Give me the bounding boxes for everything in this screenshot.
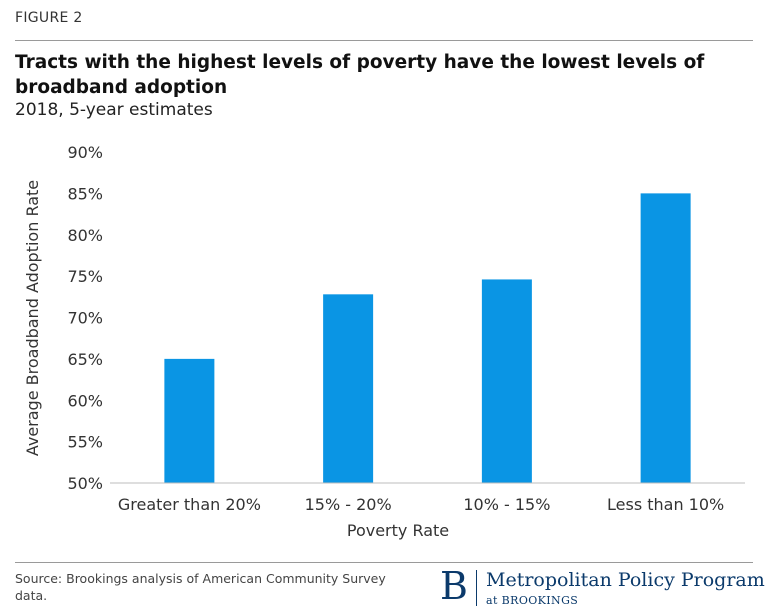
y-tick-label: 85% [67, 184, 103, 203]
y-tick-label: 80% [67, 226, 103, 245]
x-axis: Greater than 20% 15% - 20% 10% - 15% Less t… [110, 482, 745, 514]
x-tick-label: Greater than 20% [118, 495, 261, 514]
logo-mark: B [440, 564, 468, 608]
bars [164, 193, 691, 483]
top-divider [15, 40, 753, 41]
bottom-divider [15, 562, 753, 563]
x-axis-label: Poverty Rate [347, 521, 449, 540]
y-tick-label: 65% [67, 350, 103, 369]
bar [164, 358, 215, 483]
y-axis-label: Average Broadband Adoption Rate [23, 180, 42, 456]
y-tick-label: 70% [67, 309, 103, 328]
bar [640, 193, 691, 483]
logo-program-name: Metropolitan Policy Program [486, 569, 765, 591]
y-tick-label: 75% [67, 267, 103, 286]
x-tick-label: Less than 10% [607, 495, 724, 514]
y-tick-label: 90% [67, 143, 103, 162]
x-tick-label: 15% - 20% [305, 495, 392, 514]
chart-title: Tracts with the highest levels of povert… [15, 52, 705, 98]
figure-label: FIGURE 2 [15, 10, 83, 26]
source-note: Source: Brookings analysis of American C… [15, 571, 386, 603]
bar [481, 279, 532, 483]
bar [323, 294, 374, 483]
logo-separator [476, 570, 477, 606]
bar-chart: 50% 55% 60% 65% 70% 75% 80% 85% 90% Greater than… [23, 143, 745, 540]
y-axis: 50% 55% 60% 65% 70% 75% 80% 85% 90% [67, 143, 103, 493]
y-tick-label: 60% [67, 391, 103, 410]
y-tick-label: 50% [67, 474, 103, 493]
x-tick-label: 10% - 15% [463, 495, 550, 514]
logo-subtitle: at BROOKINGS [486, 594, 579, 607]
chart-subtitle: 2018, 5-year estimates [15, 100, 213, 120]
y-tick-label: 55% [67, 433, 103, 452]
